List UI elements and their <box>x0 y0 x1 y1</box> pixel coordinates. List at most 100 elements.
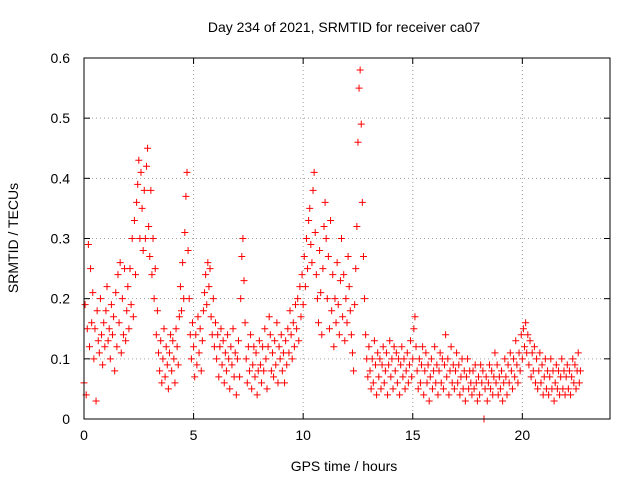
data-point-marker <box>175 313 183 321</box>
data-point-marker <box>209 295 217 303</box>
data-point-marker <box>127 301 135 309</box>
data-point-marker <box>424 361 432 369</box>
data-point-marker <box>384 391 392 399</box>
data-point-marker <box>408 373 416 381</box>
data-point-marker <box>317 289 325 297</box>
data-point-marker <box>300 253 308 261</box>
data-point-marker <box>506 349 514 357</box>
data-point-marker <box>103 283 111 291</box>
data-point-marker <box>188 319 196 327</box>
data-point-marker <box>469 367 477 375</box>
data-point-marker <box>398 343 406 351</box>
data-point-marker <box>281 379 289 387</box>
data-point-marker <box>437 379 445 387</box>
data-point-marker <box>367 385 375 393</box>
data-point-marker <box>278 367 286 375</box>
data-point-marker <box>250 343 258 351</box>
data-point-marker <box>283 361 291 369</box>
data-point-marker <box>228 361 236 369</box>
data-point-marker <box>485 361 493 369</box>
data-point-marker <box>164 385 172 393</box>
data-point-marker <box>323 295 331 303</box>
data-point-marker <box>538 361 546 369</box>
y-tick-label: 0.6 <box>51 50 71 66</box>
data-point-marker <box>392 349 400 357</box>
data-point-marker <box>266 331 274 339</box>
data-point-marker <box>247 331 255 339</box>
data-point-marker <box>132 271 140 279</box>
data-point-marker <box>95 349 103 357</box>
data-point-marker <box>431 343 439 351</box>
data-point-marker <box>84 241 92 249</box>
data-point-marker <box>302 235 310 242</box>
data-point-marker <box>172 325 180 333</box>
data-point-marker <box>451 367 459 375</box>
x-tick-label: 15 <box>405 427 421 443</box>
data-point-marker <box>374 349 382 357</box>
data-point-marker <box>284 325 292 333</box>
data-point-marker <box>184 247 192 255</box>
data-point-marker <box>313 295 321 303</box>
data-point-marker <box>248 385 256 393</box>
data-point-marker <box>324 253 332 261</box>
data-point-marker <box>81 301 89 309</box>
data-point-marker <box>375 373 383 381</box>
data-point-marker <box>193 361 201 369</box>
data-point-marker <box>236 373 244 381</box>
data-point-marker <box>530 343 538 351</box>
data-point-marker <box>113 343 121 351</box>
data-point-marker <box>96 295 104 303</box>
data-point-marker <box>461 397 469 405</box>
data-point-marker <box>505 379 513 387</box>
data-point-marker <box>436 349 444 357</box>
data-point-marker <box>381 367 389 375</box>
data-point-marker <box>309 186 317 194</box>
data-point-marker <box>156 367 164 375</box>
data-point-marker <box>299 301 307 309</box>
data-point-marker <box>492 379 500 387</box>
data-point-marker <box>251 373 259 381</box>
data-point-marker <box>419 343 427 351</box>
data-point-marker <box>115 319 123 327</box>
data-point-marker <box>187 355 195 363</box>
data-point-marker <box>473 397 481 405</box>
data-point-marker <box>87 265 95 273</box>
x-tick-label: 10 <box>295 427 311 443</box>
data-point-marker <box>217 325 225 333</box>
data-point-marker <box>198 337 206 345</box>
data-point-marker <box>203 301 211 309</box>
data-point-marker <box>297 313 305 321</box>
data-point-marker <box>267 367 275 375</box>
data-point-marker <box>373 391 381 399</box>
data-point-marker <box>499 397 507 405</box>
data-point-marker <box>334 301 342 309</box>
data-point-marker <box>386 337 394 345</box>
data-point-marker <box>519 325 527 333</box>
data-point-marker <box>507 367 515 375</box>
data-point-marker <box>382 349 390 357</box>
data-point-marker <box>564 385 572 393</box>
data-point-marker <box>192 331 200 339</box>
data-point-marker <box>194 313 202 321</box>
data-point-marker <box>306 204 314 212</box>
data-point-marker <box>220 379 228 387</box>
data-point-marker <box>204 259 212 267</box>
data-point-marker <box>255 337 263 345</box>
data-point-marker <box>397 361 405 369</box>
data-point-marker <box>239 235 247 242</box>
data-point-marker <box>265 313 273 321</box>
data-point-marker <box>207 313 215 321</box>
data-point-marker <box>325 325 333 333</box>
x-tick-label: 0 <box>80 427 88 443</box>
data-point-marker <box>537 379 545 387</box>
data-point-marker <box>525 361 533 369</box>
data-point-marker <box>206 265 214 273</box>
data-point-marker <box>112 289 120 297</box>
data-point-marker <box>117 349 125 357</box>
data-point-marker <box>105 325 113 333</box>
data-point-marker <box>140 186 148 194</box>
data-point-marker <box>171 379 179 387</box>
data-point-marker <box>213 355 221 363</box>
data-point-marker <box>344 253 352 261</box>
data-point-marker <box>512 337 520 345</box>
